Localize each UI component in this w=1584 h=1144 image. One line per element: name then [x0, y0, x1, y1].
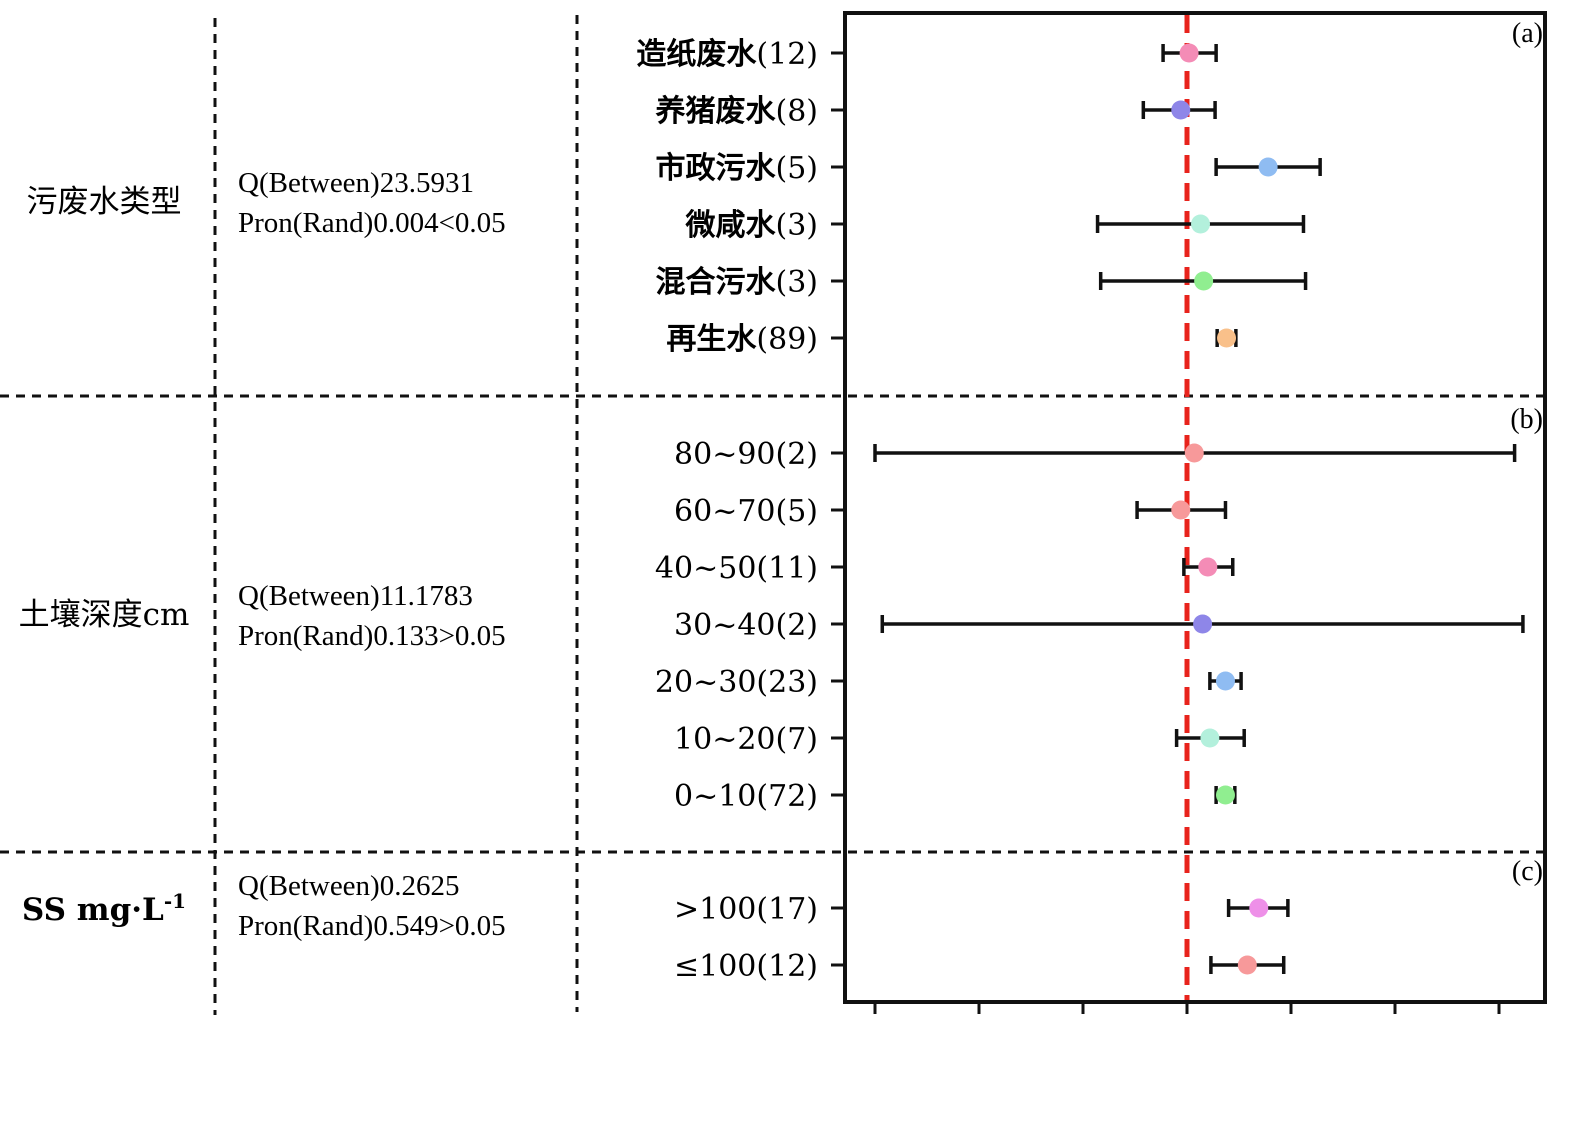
- category-label: 80~90(2): [674, 437, 818, 472]
- category-label: 再生水(89): [666, 322, 818, 357]
- category-name: >100: [674, 892, 756, 927]
- panel-label: (c): [1512, 856, 1543, 887]
- effect-point: [1179, 43, 1199, 63]
- category-count: (23): [756, 665, 818, 700]
- group-statistic: Q(Between)23.5931: [238, 167, 474, 199]
- category-name: 20~30: [655, 665, 756, 700]
- effect-point: [1171, 100, 1191, 120]
- category-label: 混合污水(3): [656, 265, 819, 300]
- category-label: 0~10(72): [674, 779, 818, 814]
- category-name: ≤100: [674, 949, 756, 984]
- group-name-text: SS mg·L: [22, 892, 164, 928]
- category-name: 40~50: [655, 551, 756, 586]
- category-name: 养猪废水: [656, 94, 777, 129]
- category-count: (12): [756, 37, 818, 72]
- effect-point: [1249, 898, 1269, 918]
- category-label: 40~50(11): [655, 551, 818, 586]
- group-name: 土壤深度cm: [19, 597, 190, 633]
- category-count: (11): [756, 551, 818, 586]
- group-statistic: Q(Between)11.1783: [238, 580, 473, 612]
- category-label: ≤100(12): [674, 949, 818, 984]
- category-count: (17): [756, 892, 818, 927]
- category-label: 10~20(7): [674, 722, 818, 757]
- category-name: 造纸废水: [636, 37, 757, 72]
- category-count: (7): [776, 722, 819, 757]
- category-label: 微咸水(3): [685, 208, 819, 243]
- category-label: 30~40(2): [674, 608, 818, 643]
- effect-point: [1171, 500, 1191, 520]
- effect-point: [1198, 557, 1218, 577]
- group-name-text: 污废水类型: [27, 184, 182, 220]
- panel-label: (a): [1512, 18, 1543, 49]
- effect-point: [1184, 443, 1204, 463]
- effect-point: [1215, 671, 1235, 691]
- group-name-text: 土壤深度cm: [19, 597, 190, 633]
- effect-point: [1194, 271, 1214, 291]
- group-statistic: Q(Between)0.2625: [238, 870, 459, 902]
- plot-frame: [843, 11, 1547, 1004]
- category-name: 混合污水: [656, 265, 777, 300]
- category-label: 养猪废水(8): [656, 94, 819, 129]
- category-count: (8): [776, 94, 819, 129]
- category-count: (5): [776, 151, 819, 186]
- effect-point: [1215, 785, 1235, 805]
- effect-point: [1217, 328, 1237, 348]
- category-count: (5): [776, 494, 819, 529]
- category-count: (3): [776, 208, 819, 243]
- category-label: >100(17): [674, 892, 818, 927]
- category-count: (3): [776, 265, 819, 300]
- category-name: 80~90: [674, 437, 775, 472]
- category-count: (72): [756, 779, 818, 814]
- effect-point: [1193, 614, 1213, 634]
- effect-point: [1200, 728, 1220, 748]
- category-count: (2): [776, 608, 819, 643]
- category-name: 再生水: [666, 322, 757, 357]
- category-name: 10~20: [674, 722, 775, 757]
- category-label: 造纸废水(12): [636, 37, 818, 72]
- category-label: 60~70(5): [674, 494, 818, 529]
- group-statistic: Pron(Rand)0.549>0.05: [238, 910, 506, 942]
- category-count: (2): [776, 437, 819, 472]
- group-statistic: Pron(Rand)0.004<0.05: [238, 207, 506, 239]
- group-name: SS mg·L-1: [22, 889, 186, 928]
- effect-point: [1237, 955, 1257, 975]
- category-count: (89): [756, 322, 818, 357]
- category-name: 60~70: [674, 494, 775, 529]
- category-name: 市政污水: [656, 151, 777, 186]
- category-name: 0~10: [674, 779, 756, 814]
- category-name: 30~40: [674, 608, 775, 643]
- category-label: 20~30(23): [655, 665, 818, 700]
- group-statistic: Pron(Rand)0.133>0.05: [238, 620, 506, 652]
- effect-point: [1191, 214, 1211, 234]
- category-name: 微咸水: [685, 208, 777, 243]
- group-name: 污废水类型: [27, 184, 182, 220]
- category-count: (12): [756, 949, 818, 984]
- panel-label: (b): [1510, 404, 1543, 435]
- category-label: 市政污水(5): [656, 151, 819, 186]
- group-name-superscript: -1: [164, 889, 186, 913]
- effect-point: [1258, 157, 1278, 177]
